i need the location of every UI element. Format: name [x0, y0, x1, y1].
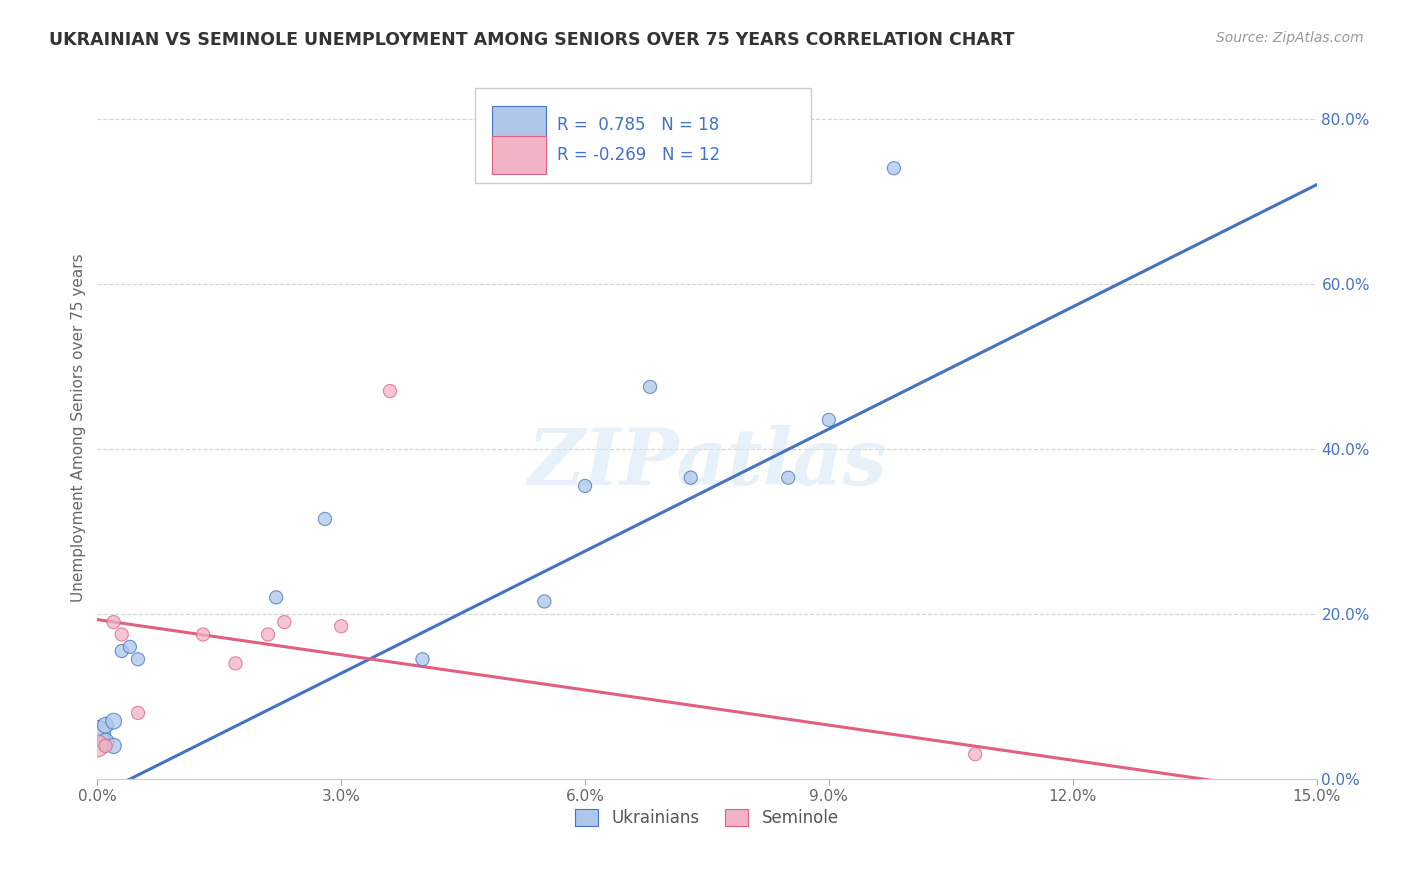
- Point: [86, 726, 108, 740]
- Point: [86, 739, 108, 753]
- Point: [225, 657, 247, 671]
- Point: [103, 714, 125, 728]
- Point: [378, 384, 401, 398]
- Point: [778, 471, 800, 485]
- Point: [330, 619, 353, 633]
- Point: [965, 747, 987, 761]
- Text: ZIPatlas: ZIPatlas: [527, 425, 887, 501]
- Point: [257, 627, 280, 641]
- Text: R =  0.785   N = 18: R = 0.785 N = 18: [557, 116, 720, 134]
- Point: [111, 627, 134, 641]
- Y-axis label: Unemployment Among Seniors over 75 years: Unemployment Among Seniors over 75 years: [72, 254, 86, 602]
- Text: UKRAINIAN VS SEMINOLE UNEMPLOYMENT AMONG SENIORS OVER 75 YEARS CORRELATION CHART: UKRAINIAN VS SEMINOLE UNEMPLOYMENT AMONG…: [49, 31, 1015, 49]
- Point: [638, 380, 661, 394]
- Point: [818, 413, 841, 427]
- Point: [679, 471, 702, 485]
- Point: [127, 706, 149, 720]
- Point: [411, 652, 433, 666]
- Text: Source: ZipAtlas.com: Source: ZipAtlas.com: [1216, 31, 1364, 45]
- Point: [883, 161, 905, 176]
- Point: [111, 644, 134, 658]
- Point: [191, 627, 214, 641]
- Point: [94, 718, 117, 732]
- Point: [574, 479, 596, 493]
- Point: [103, 615, 125, 629]
- Point: [314, 512, 336, 526]
- Legend: Ukrainians, Seminole: Ukrainians, Seminole: [568, 802, 845, 834]
- Point: [94, 735, 117, 749]
- Point: [127, 652, 149, 666]
- Point: [103, 739, 125, 753]
- Point: [264, 591, 287, 605]
- Point: [118, 640, 141, 654]
- Text: R = -0.269   N = 12: R = -0.269 N = 12: [557, 145, 720, 163]
- FancyBboxPatch shape: [492, 136, 546, 174]
- FancyBboxPatch shape: [475, 88, 811, 183]
- Point: [94, 739, 117, 753]
- FancyBboxPatch shape: [492, 106, 546, 144]
- Point: [273, 615, 295, 629]
- Point: [533, 594, 555, 608]
